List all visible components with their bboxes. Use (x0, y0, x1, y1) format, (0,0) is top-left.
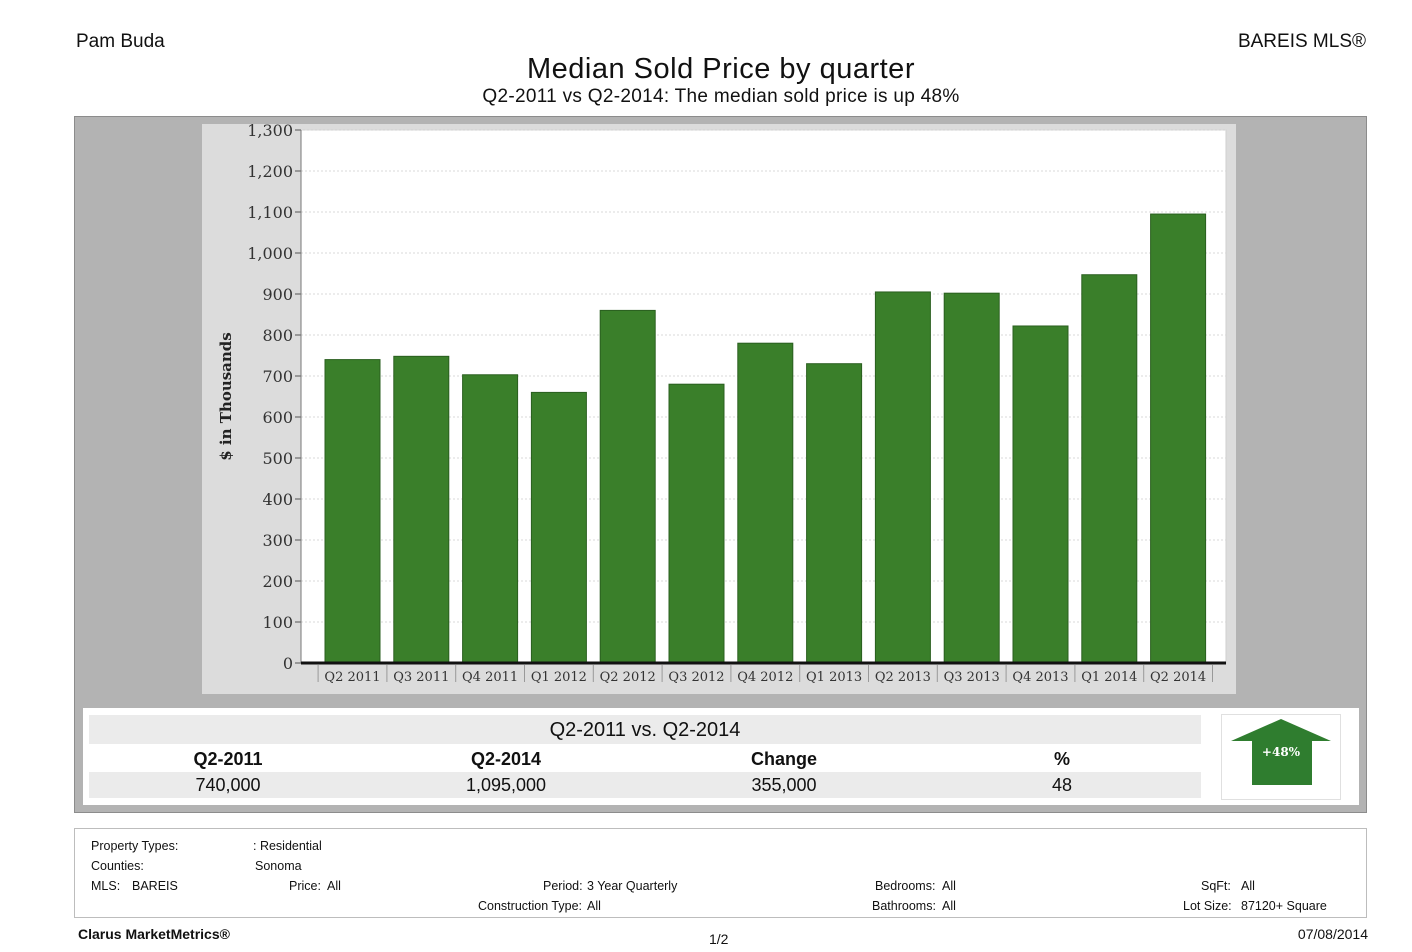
filter-counties-label: Counties: (91, 859, 144, 873)
summary-value-row: 740,000 1,095,000 355,000 48 (89, 772, 1201, 798)
filter-bathrooms-label: Bathrooms: (872, 899, 936, 913)
bar (874, 291, 931, 664)
summary-panel: Q2-2011 vs. Q2-2014 Q2-2011 Q2-2014 Chan… (83, 708, 1359, 805)
y-tick-label: 0 (283, 654, 293, 673)
summary-header-change: Change (750, 749, 817, 769)
mls-source: BAREIS MLS® (1237, 31, 1366, 52)
summary-value-percent: 48 (1051, 775, 1073, 795)
bar (599, 309, 656, 664)
filter-bedrooms-label: Bedrooms: (875, 879, 936, 893)
filter-lotsize-label: Lot Size: (1183, 899, 1232, 913)
bar (1150, 213, 1207, 664)
filter-bedrooms-value: All (942, 879, 956, 893)
summary-value-change: 355,000 (751, 775, 817, 795)
filter-mls-label: MLS: (91, 879, 121, 893)
bar (806, 363, 863, 664)
y-tick-label: 1,200 (247, 162, 293, 181)
bar (462, 374, 519, 664)
filter-property-types-value: : Residential (253, 839, 322, 853)
y-tick-label: 400 (262, 490, 293, 509)
y-tick-label: 1,100 (247, 203, 293, 222)
summary-header-percent: % (1053, 749, 1070, 769)
bar (1081, 274, 1138, 664)
summary-header-end: Q2-2014 (470, 749, 542, 769)
up-arrow-icon: +48% (1231, 719, 1331, 785)
filter-lotsize-value: 87120+ Square (1241, 899, 1327, 913)
filter-counties-value: Sonoma (255, 859, 302, 873)
x-tick-label: Q3 2013 (944, 670, 1000, 685)
filter-sqft-label: SqFt: (1201, 879, 1231, 893)
y-tick-label: 300 (262, 531, 293, 550)
x-tick-label: Q3 2011 (393, 670, 449, 685)
filter-period-label: Period: (543, 879, 583, 893)
bar (943, 292, 1000, 664)
y-tick-label: 800 (262, 326, 293, 345)
bar (530, 391, 587, 664)
bar (324, 359, 381, 664)
y-axis-title: $ in Thousands (217, 332, 235, 460)
x-tick-label: Q2 2014 (1150, 670, 1206, 685)
footer-date: 07/08/2014 (1297, 926, 1368, 942)
filter-period-value: 3 Year Quarterly (587, 879, 678, 893)
y-tick-label: 100 (262, 613, 293, 632)
bar (737, 342, 794, 664)
filter-mls-value: BAREIS (132, 879, 178, 893)
filter-construction-label: Construction Type: (478, 899, 582, 913)
bar-chart: 0 100 200 300 400 500 600 700 800 900 1,000 1,100 1,… (217, 121, 1227, 685)
bar (393, 355, 450, 664)
y-tick-label: 900 (262, 285, 293, 304)
y-tick-label: 600 (262, 408, 293, 427)
summary-header-start: Q2-2011 (193, 749, 263, 769)
y-tick-label: 1,000 (247, 244, 293, 263)
filter-construction-value: All (587, 899, 601, 913)
y-tick-label: 500 (262, 449, 293, 468)
filter-sqft-value: All (1241, 879, 1255, 893)
chart-title: Median Sold Price by quarter (527, 53, 915, 85)
change-indicator: +48% (1221, 714, 1341, 800)
filter-bathrooms-value: All (942, 899, 956, 913)
filter-price-value: All (327, 879, 341, 893)
filter-property-types-label: Property Types: (91, 839, 179, 853)
x-tick-label: Q2 2011 (324, 670, 380, 685)
x-tick-label: Q1 2013 (806, 670, 862, 685)
chart-subtitle: Q2-2011 vs Q2-2014: The median sold pric… (482, 86, 960, 107)
x-tick-label: Q2 2013 (875, 670, 931, 685)
y-tick-label: 1,300 (247, 121, 293, 140)
y-tick-label: 700 (262, 367, 293, 386)
x-tick-label: Q1 2014 (1081, 670, 1137, 685)
summary-value-end: 1,095,000 (465, 775, 547, 795)
footer-brand: Clarus MarketMetrics® (78, 926, 230, 942)
footer-page-number: 1/2 (709, 931, 729, 947)
summary-header-row: Q2-2011 Q2-2014 Change % (89, 744, 1201, 772)
x-tick-label: Q3 2012 (668, 670, 724, 685)
filter-price-label: Price: (289, 879, 321, 893)
x-tick-label: Q4 2012 (737, 670, 793, 685)
x-tick-label: Q2 2012 (600, 670, 656, 685)
agent-name: Pam Buda (76, 31, 165, 52)
x-tick-label: Q1 2012 (531, 670, 587, 685)
summary-caption: Q2-2011 vs. Q2-2014 (89, 715, 1201, 744)
y-tick-label: 200 (262, 572, 293, 591)
summary-value-start: 740,000 (195, 775, 261, 795)
change-percent-label: +48% (1262, 745, 1301, 759)
x-tick-label: Q4 2011 (462, 670, 518, 685)
bar (1012, 325, 1069, 664)
chart-frame: 0 100 200 300 400 500 600 700 800 900 1,000 1,100 1,… (74, 116, 1367, 813)
bar (668, 383, 725, 664)
filter-panel: Property Types: : Residential Counties: … (74, 828, 1367, 918)
x-tick-label: Q4 2013 (1012, 670, 1068, 685)
